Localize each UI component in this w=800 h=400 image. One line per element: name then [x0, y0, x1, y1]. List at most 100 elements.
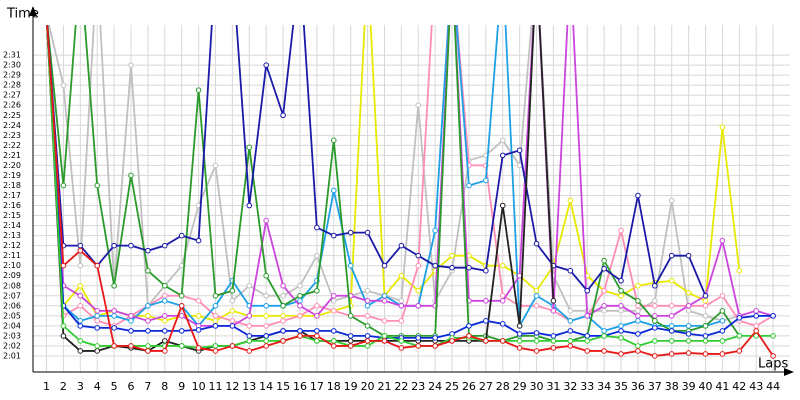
x-tick-label: 9	[178, 380, 185, 393]
data-point	[719, 351, 726, 357]
data-point	[499, 152, 506, 159]
data-point	[753, 308, 760, 314]
data-point	[753, 323, 760, 329]
data-point	[381, 297, 388, 304]
data-point	[280, 112, 286, 119]
data-point	[178, 343, 185, 349]
data-point	[161, 338, 168, 344]
x-tick-label: 34	[597, 380, 611, 393]
data-point	[263, 303, 269, 309]
data-point	[314, 338, 320, 344]
x-tick-label: 41	[715, 380, 729, 393]
data-point	[314, 224, 320, 231]
data-point	[618, 287, 624, 294]
data-point	[533, 303, 540, 309]
data-point	[314, 287, 320, 294]
data-point	[685, 350, 692, 356]
data-point	[347, 229, 354, 236]
data-point	[195, 297, 202, 304]
data-point	[364, 303, 371, 309]
data-point	[719, 237, 726, 244]
data-point	[77, 282, 84, 289]
data-point	[601, 333, 607, 339]
data-point	[719, 308, 726, 314]
y-tick-label: 2:14	[3, 221, 21, 230]
data-point	[499, 338, 506, 344]
data-point	[652, 318, 658, 324]
data-point	[567, 328, 574, 334]
data-point	[178, 292, 185, 299]
y-tick-label: 2:15	[3, 211, 21, 220]
x-tick-label: 25	[445, 380, 459, 393]
data-point	[77, 242, 84, 249]
data-point	[415, 335, 422, 341]
plot-area	[44, 13, 776, 359]
data-point	[111, 282, 117, 289]
data-point	[60, 323, 67, 329]
data-point	[280, 313, 286, 319]
data-point	[212, 343, 219, 349]
data-point	[111, 242, 117, 249]
data-point	[128, 313, 134, 319]
x-tick-label: 27	[479, 380, 493, 393]
data-point	[44, 13, 49, 18]
data-point	[516, 323, 523, 329]
y-tick-label: 2:13	[3, 231, 21, 240]
data-point	[178, 303, 185, 309]
data-point	[94, 325, 101, 331]
x-tick-label: 10	[192, 380, 206, 393]
data-point	[246, 323, 253, 329]
data-point	[533, 287, 540, 294]
x-axis-label: Laps	[758, 357, 788, 372]
y-tick-label: 2:07	[3, 291, 21, 300]
data-point	[432, 262, 438, 269]
x-tick-label: 18	[327, 380, 341, 393]
data-point	[44, 13, 49, 18]
data-point	[668, 338, 675, 344]
x-tick-label: 29	[513, 380, 527, 393]
x-tick-label: 36	[631, 380, 645, 393]
data-point	[212, 162, 219, 169]
x-tick-label: 43	[749, 380, 763, 393]
data-point	[601, 265, 607, 272]
data-point	[550, 345, 557, 351]
data-point	[161, 297, 168, 304]
data-point	[719, 318, 726, 324]
data-point	[702, 351, 709, 357]
data-point	[229, 343, 236, 349]
data-point	[60, 182, 67, 189]
y-tick-label: 2:01	[3, 351, 21, 360]
data-point	[652, 353, 658, 359]
data-point	[618, 277, 624, 284]
data-point	[347, 262, 354, 269]
data-point	[533, 348, 540, 354]
data-point	[212, 292, 219, 299]
data-point	[652, 325, 658, 331]
data-point	[77, 318, 84, 324]
data-point	[381, 262, 388, 269]
data-point	[128, 328, 134, 334]
data-point	[652, 303, 658, 309]
data-point	[516, 345, 523, 351]
data-point	[685, 289, 692, 296]
data-point	[263, 313, 269, 319]
data-point	[381, 338, 388, 344]
data-point	[584, 348, 591, 354]
data-point	[550, 297, 557, 304]
data-point	[449, 338, 455, 344]
data-point	[601, 257, 607, 264]
y-tick-label: 2:27	[3, 91, 21, 100]
data-point	[702, 297, 709, 304]
data-point	[145, 303, 151, 309]
data-point	[719, 338, 726, 344]
data-point	[618, 328, 624, 334]
data-point	[212, 313, 219, 319]
data-point	[195, 87, 202, 93]
data-point	[94, 318, 101, 324]
data-point	[330, 338, 337, 344]
data-point	[145, 313, 151, 319]
data-point	[297, 303, 303, 309]
data-point	[314, 252, 320, 259]
data-point	[314, 333, 320, 339]
data-point	[652, 297, 658, 304]
